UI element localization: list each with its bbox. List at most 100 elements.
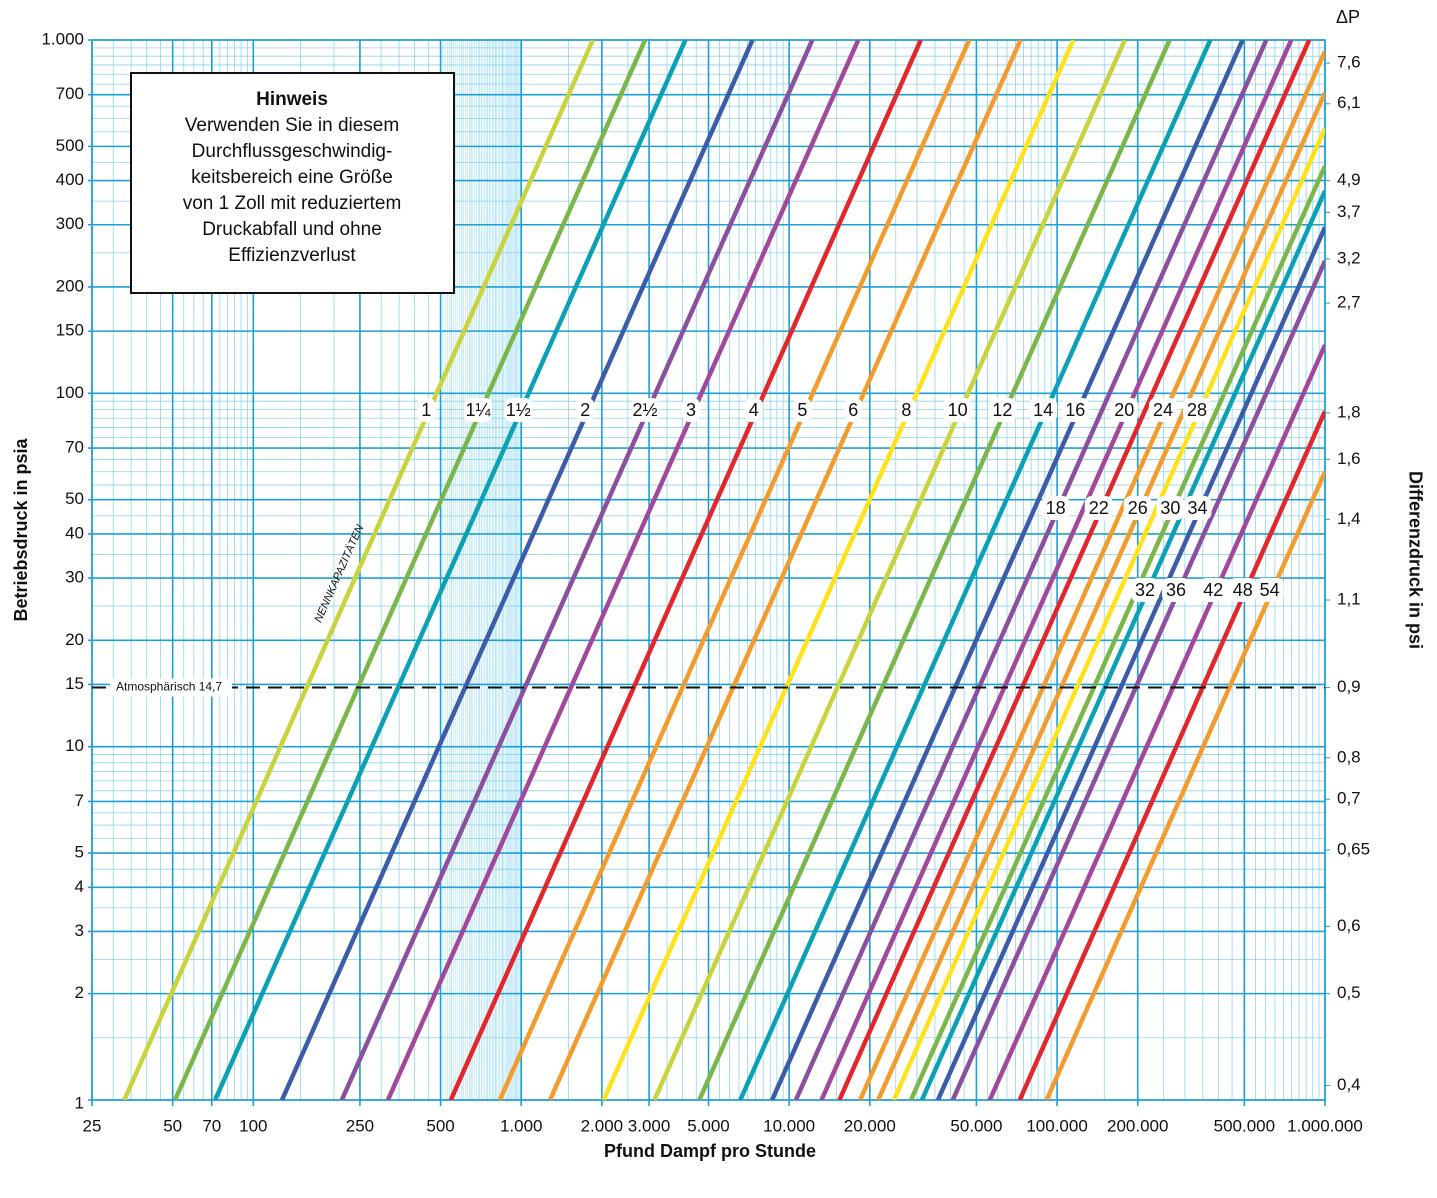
- grid: [88, 39, 1326, 1106]
- y2-tick-label: 1,6: [1337, 449, 1361, 468]
- line-label: 42: [1203, 580, 1223, 600]
- x-tick-label: 70: [202, 1116, 221, 1135]
- y2-tick-label: 0,4: [1337, 1075, 1361, 1094]
- line-label-bg: [897, 398, 916, 422]
- y2-tick-label: 0,8: [1337, 747, 1361, 766]
- y2-tick-label: 0,7: [1337, 789, 1361, 808]
- line-label: 1½: [506, 400, 531, 420]
- note-line: keitsbereich eine Größe: [191, 167, 393, 188]
- y2-tick-label: 4,9: [1337, 170, 1361, 189]
- series-line: [697, 40, 1172, 1100]
- y2-header: ΔP: [1336, 7, 1360, 27]
- line-label: 32: [1135, 580, 1155, 600]
- line-label-bg: [1148, 398, 1177, 422]
- y-tick-label: 100: [56, 383, 84, 402]
- line-label-bg: [1123, 496, 1152, 520]
- note-line: Druckabfall und ohne: [202, 219, 382, 240]
- y2-tick-label: 2,7: [1337, 293, 1361, 312]
- series-line: [172, 40, 648, 1100]
- y-tick-label: 15: [65, 674, 84, 693]
- series-line: [448, 40, 923, 1100]
- line-label: 22: [1089, 498, 1109, 518]
- line-label: 20: [1114, 400, 1134, 420]
- line-label-bg: [744, 398, 763, 422]
- line-label-bg: [1029, 398, 1058, 422]
- line-label: 12: [992, 400, 1012, 420]
- line-label: 2: [580, 400, 590, 420]
- y2-tick-label: 7,6: [1337, 53, 1361, 72]
- plot-border: [91, 39, 1326, 1101]
- note-line: Durchflussgeschwindig-: [192, 141, 393, 162]
- series-line: [497, 40, 972, 1100]
- y-tick-label: 300: [56, 214, 84, 233]
- series-line: [547, 40, 1023, 1100]
- x-tick-label: 500.000: [1214, 1116, 1275, 1135]
- y-tick-label: 30: [65, 568, 84, 587]
- series-line: [919, 189, 1325, 1100]
- series-line: [876, 91, 1325, 1100]
- line-label-bg: [1228, 578, 1257, 602]
- line-label: 24: [1153, 400, 1173, 420]
- line-label: 6: [848, 400, 858, 420]
- x-tick-label: 100: [239, 1116, 267, 1135]
- reference-label: Atmosphärisch 14,7: [116, 680, 222, 694]
- y2-axis-title: Differenzdruck in psi: [1405, 471, 1425, 649]
- x-tick-label: 3.000: [628, 1116, 671, 1135]
- line-label-bg: [1110, 398, 1139, 422]
- y2-tick-label: 3,7: [1337, 202, 1361, 221]
- line-label: 18: [1046, 498, 1066, 518]
- note-box: [130, 72, 455, 294]
- y2-tick-label: 1,1: [1337, 590, 1361, 609]
- series-line: [652, 40, 1127, 1100]
- line-label-bg: [1162, 578, 1191, 602]
- line-label-bg: [1131, 578, 1160, 602]
- line-label-bg: [576, 398, 595, 422]
- line-label-bg: [793, 398, 812, 422]
- series-line: [601, 40, 1076, 1100]
- x-tick-label: 5.000: [687, 1116, 730, 1135]
- line-label-bg: [1183, 398, 1212, 422]
- y-axis-title: Betriebsdruck in psia: [11, 437, 31, 621]
- x-tick-label: 100.000: [1026, 1116, 1087, 1135]
- note-line: Effizienzverlust: [228, 245, 356, 266]
- x-tick-label: 25: [83, 1116, 102, 1135]
- line-label-bg: [1041, 496, 1070, 520]
- x-tick-label: 50: [163, 1116, 182, 1135]
- y-tick-label: 10: [65, 736, 84, 755]
- y-tick-label: 2: [75, 983, 84, 1002]
- y-tick-label: 5: [75, 843, 84, 862]
- line-label-bg: [844, 398, 863, 422]
- y-tick-label: 3: [75, 921, 84, 940]
- line-label: 54: [1260, 580, 1280, 600]
- y2-tick-label: 1,4: [1337, 509, 1361, 528]
- line-label: 14: [1033, 400, 1053, 420]
- x-tick-label: 500: [426, 1116, 454, 1135]
- series-line: [1017, 410, 1325, 1100]
- line-label-bg: [504, 398, 533, 422]
- line-label-bg: [1156, 496, 1185, 520]
- y2-tick-label: 0,6: [1337, 916, 1361, 935]
- line-label: 4: [749, 400, 759, 420]
- line-label: 16: [1065, 400, 1085, 420]
- line-label: 30: [1160, 498, 1180, 518]
- x-tick-label: 250: [346, 1116, 374, 1135]
- series-line: [891, 127, 1325, 1100]
- y-tick-label: 150: [56, 321, 84, 340]
- line-label: 5: [797, 400, 807, 420]
- y-tick-label: 4: [75, 877, 84, 896]
- y2-tick-label: 0,5: [1337, 983, 1361, 1002]
- line-label: 1: [421, 400, 431, 420]
- series-line: [738, 40, 1213, 1100]
- line-label-bg: [1255, 578, 1284, 602]
- line-label-bg: [943, 398, 972, 422]
- line-label-bg: [631, 398, 660, 422]
- line-label-bg: [1183, 496, 1212, 520]
- series-line: [279, 40, 755, 1100]
- lines: [122, 40, 1325, 1100]
- line-label: 48: [1233, 580, 1253, 600]
- y-tick-label: 200: [56, 276, 84, 295]
- series-line: [987, 344, 1325, 1100]
- y2-tick-label: 0,9: [1337, 677, 1361, 696]
- x-tick-label: 2.000: [581, 1116, 624, 1135]
- x-tick-label: 1.000.000: [1287, 1116, 1363, 1135]
